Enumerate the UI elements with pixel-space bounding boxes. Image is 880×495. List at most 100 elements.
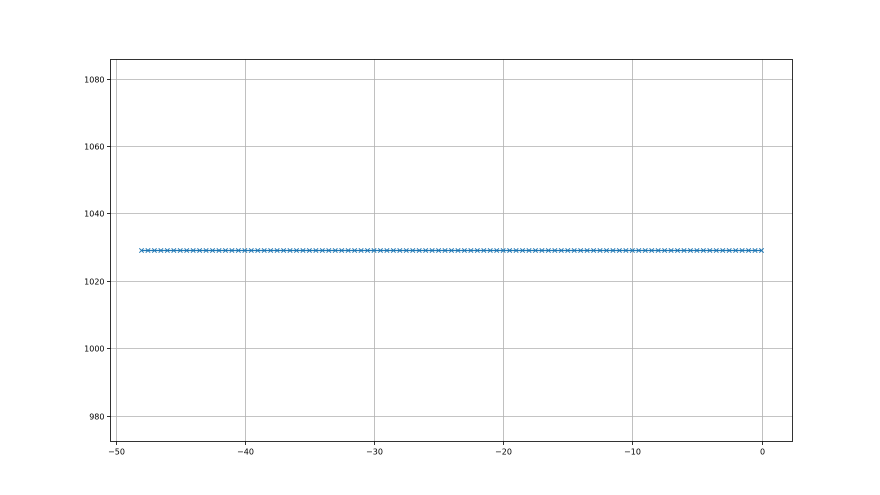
data-point-x-marker [468, 247, 474, 254]
data-point-x-marker [662, 247, 668, 254]
data-point-x-marker [603, 247, 610, 254]
plot-frame [110, 59, 793, 442]
data-point-x-marker [507, 247, 513, 254]
data-point-x-marker [526, 247, 532, 254]
data-point-x-marker [145, 247, 151, 254]
data-point-x-marker [558, 247, 564, 254]
data-point-x-marker [655, 247, 661, 254]
data-point-x-marker [429, 247, 435, 254]
data-point-x-marker [758, 247, 765, 254]
data-point-x-marker [177, 247, 183, 254]
data-point-x-marker [668, 247, 674, 254]
data-point-x-marker [597, 247, 603, 254]
data-point-x-marker [591, 247, 597, 254]
data-point-x-marker [649, 247, 655, 254]
data-point-x-marker [642, 247, 648, 254]
y-tick-label: 1020 [84, 278, 104, 287]
x-tick-label: −10 [624, 448, 641, 457]
data-point-x-marker [700, 247, 706, 254]
data-point-x-marker [474, 247, 480, 254]
data-point-x-marker [565, 247, 571, 254]
x-axis: −50 −40 −30 −20 −10 0 [108, 441, 765, 457]
y-tick-label: 1060 [84, 143, 104, 152]
data-point-x-marker [423, 247, 429, 254]
data-point-x-marker [720, 247, 726, 254]
data-point-x-marker [313, 247, 319, 254]
data-point-x-marker [326, 247, 332, 254]
x-tick-label: −50 [108, 448, 125, 457]
data-point-x-marker [707, 247, 713, 254]
data-point-x-marker [487, 247, 493, 254]
data-point-x-marker [461, 247, 467, 254]
series-line [138, 247, 765, 254]
data-point-x-marker [377, 247, 384, 254]
data-point-x-marker [410, 247, 416, 254]
data-point-x-marker [358, 247, 364, 254]
data-point-x-marker [674, 247, 681, 254]
data-point-x-marker [171, 247, 177, 254]
data-point-x-marker [752, 247, 758, 254]
data-point-x-marker [494, 247, 500, 254]
data-point-x-marker [390, 247, 396, 254]
data-point-x-marker [687, 247, 694, 254]
data-point-x-marker [397, 247, 403, 254]
data-point-x-marker [694, 247, 700, 254]
y-tick-label: 980 [89, 413, 104, 422]
data-point-x-marker [571, 247, 577, 254]
data-point-x-marker [545, 247, 551, 254]
data-point-x-marker [384, 247, 390, 254]
data-point-x-marker [332, 247, 338, 254]
data-point-x-marker [268, 247, 274, 254]
data-point-x-marker [733, 247, 739, 254]
data-point-x-marker [636, 247, 642, 254]
y-tick-label: 1000 [84, 345, 104, 354]
data-point-x-marker [300, 247, 306, 254]
data-point-x-marker [293, 247, 300, 254]
data-point-x-marker [416, 247, 422, 254]
data-point-x-marker [519, 247, 526, 254]
y-tick-label: 1080 [84, 76, 104, 85]
data-point-x-marker [339, 247, 345, 254]
data-point-x-marker [255, 247, 261, 254]
data-point-x-marker [281, 247, 287, 254]
data-point-x-marker [190, 247, 196, 254]
data-point-x-marker [629, 247, 635, 254]
data-point-x-marker [552, 247, 558, 254]
data-point-x-marker [248, 247, 254, 254]
x-tick-label: −20 [495, 448, 512, 457]
data-point-x-marker [532, 247, 539, 254]
data-point-x-marker [229, 247, 235, 254]
data-point-x-marker [616, 247, 622, 254]
data-point-x-marker [197, 247, 203, 254]
data-point-x-marker [261, 247, 267, 254]
data-point-x-marker [306, 247, 312, 254]
data-point-x-marker [584, 247, 590, 254]
x-tick-label: 0 [760, 448, 765, 457]
data-point-x-marker [138, 247, 145, 254]
data-point-x-marker [203, 247, 209, 254]
data-point-x-marker [184, 247, 190, 254]
data-point-x-marker [345, 247, 351, 254]
data-point-x-marker [726, 247, 732, 254]
data-point-x-marker [242, 247, 248, 254]
data-point-x-marker [713, 247, 719, 254]
data-point-x-marker [222, 247, 229, 254]
data-point-x-marker [151, 247, 157, 254]
x-tick-label: −40 [237, 448, 254, 457]
data-point-x-marker [681, 247, 687, 254]
data-point-x-marker [319, 247, 325, 254]
data-point-x-marker [436, 247, 442, 254]
data-point-x-marker [746, 247, 752, 254]
data-point-x-marker [539, 247, 545, 254]
y-tick-label: 1040 [84, 210, 104, 219]
data-point-x-marker [500, 247, 506, 254]
data-point-x-marker [371, 247, 377, 254]
y-axis: 980 1000 1020 1040 1060 1080 [84, 76, 111, 422]
data-point-x-marker [513, 247, 519, 254]
data-point-x-marker [164, 247, 170, 254]
data-point-x-marker [364, 247, 371, 254]
data-point-x-marker [481, 247, 487, 254]
data-point-x-marker [352, 247, 358, 254]
data-point-x-marker [578, 247, 584, 254]
data-point-x-marker [216, 247, 222, 254]
